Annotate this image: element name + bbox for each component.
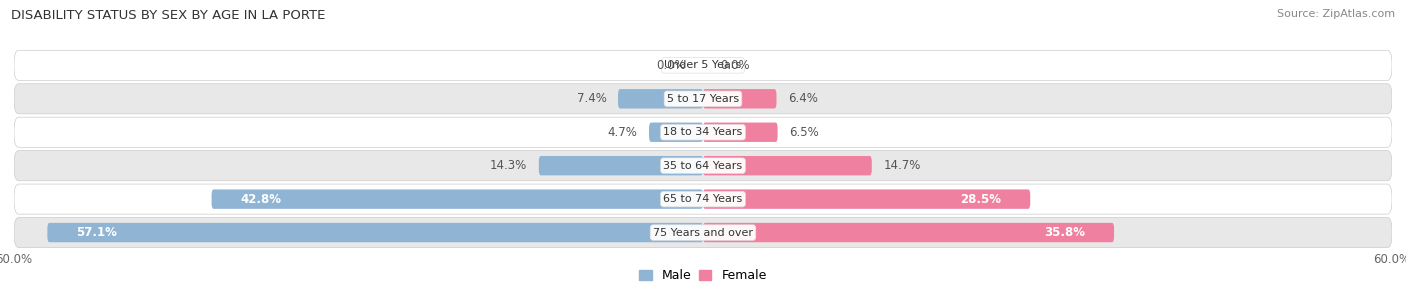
FancyBboxPatch shape: [703, 123, 778, 142]
FancyBboxPatch shape: [703, 89, 776, 109]
FancyBboxPatch shape: [14, 184, 1392, 214]
FancyBboxPatch shape: [14, 151, 1392, 181]
Text: 35.8%: 35.8%: [1045, 226, 1085, 239]
Text: Under 5 Years: Under 5 Years: [665, 60, 741, 70]
Text: Source: ZipAtlas.com: Source: ZipAtlas.com: [1277, 9, 1395, 19]
Text: 75 Years and over: 75 Years and over: [652, 228, 754, 237]
FancyBboxPatch shape: [14, 218, 1392, 247]
Text: DISABILITY STATUS BY SEX BY AGE IN LA PORTE: DISABILITY STATUS BY SEX BY AGE IN LA PO…: [11, 9, 326, 22]
Legend: Male, Female: Male, Female: [634, 264, 772, 287]
Text: 14.3%: 14.3%: [491, 159, 527, 172]
FancyBboxPatch shape: [703, 156, 872, 175]
Text: 14.7%: 14.7%: [883, 159, 921, 172]
Text: 0.0%: 0.0%: [720, 59, 749, 72]
FancyBboxPatch shape: [14, 117, 1392, 147]
FancyBboxPatch shape: [211, 189, 703, 209]
Text: 5 to 17 Years: 5 to 17 Years: [666, 94, 740, 104]
Text: 4.7%: 4.7%: [607, 126, 637, 139]
FancyBboxPatch shape: [703, 223, 1114, 242]
Text: 7.4%: 7.4%: [576, 92, 606, 105]
Text: 18 to 34 Years: 18 to 34 Years: [664, 127, 742, 137]
Text: 65 to 74 Years: 65 to 74 Years: [664, 194, 742, 204]
FancyBboxPatch shape: [703, 189, 1031, 209]
Text: 0.0%: 0.0%: [657, 59, 686, 72]
Text: 35 to 64 Years: 35 to 64 Years: [664, 161, 742, 171]
Text: 6.4%: 6.4%: [787, 92, 818, 105]
FancyBboxPatch shape: [48, 223, 703, 242]
Text: 6.5%: 6.5%: [789, 126, 818, 139]
FancyBboxPatch shape: [650, 123, 703, 142]
Text: 57.1%: 57.1%: [76, 226, 117, 239]
FancyBboxPatch shape: [619, 89, 703, 109]
FancyBboxPatch shape: [538, 156, 703, 175]
Text: 42.8%: 42.8%: [240, 193, 281, 206]
Text: 28.5%: 28.5%: [960, 193, 1001, 206]
FancyBboxPatch shape: [14, 84, 1392, 114]
FancyBboxPatch shape: [14, 50, 1392, 81]
